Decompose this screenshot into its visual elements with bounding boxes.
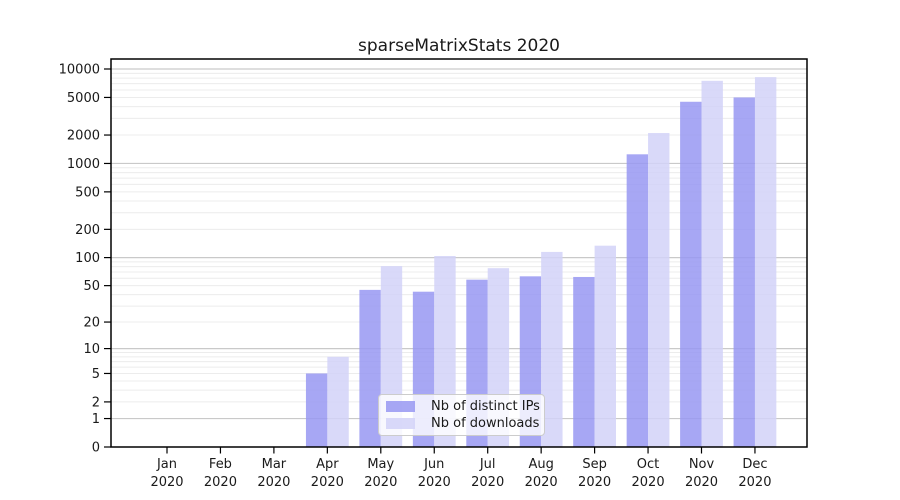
x-tick-label-year: 2020	[578, 475, 611, 490]
y-tick-label: 0	[92, 441, 100, 456]
x-tick-label-year: 2020	[525, 475, 558, 490]
x-tick-label-year: 2020	[150, 475, 183, 490]
bar-downloads-apr	[327, 356, 349, 447]
y-tick-label: 5000	[67, 91, 100, 106]
y-tick-label: 100	[75, 251, 100, 266]
bar-downloads-nov	[701, 80, 723, 448]
x-tick-label-month: Jul	[479, 457, 496, 472]
chart-title: sparseMatrixStats 2020	[358, 36, 560, 56]
legend-swatch-distinct-ips	[386, 401, 415, 413]
legend-label-downloads: Nb of downloads	[431, 415, 540, 431]
bar-downloads-sep	[594, 245, 616, 447]
x-tick-label-year: 2020	[257, 475, 290, 490]
y-tick-label: 5	[92, 367, 100, 382]
x-tick-label-year: 2020	[685, 475, 718, 490]
plot-frame	[110, 58, 808, 448]
y-tick-label: 10000	[59, 63, 100, 78]
x-tick-label-month: Sep	[582, 457, 607, 472]
x-tick-label-month: Nov	[689, 457, 715, 472]
bar-distinct-ips-apr	[305, 373, 328, 447]
x-tick-label-month: Feb	[209, 457, 232, 472]
bar-downloads-aug	[541, 251, 563, 447]
y-tick-label: 1	[92, 412, 100, 427]
legend-swatch-downloads	[386, 417, 415, 429]
y-tick-label: 20	[83, 316, 100, 331]
y-tick-label: 2000	[67, 129, 100, 144]
y-tick-label: 10	[83, 342, 100, 357]
x-tick-label-month: Apr	[316, 457, 339, 472]
x-tick-label-year: 2020	[471, 475, 504, 490]
y-tick-label: 50	[83, 279, 100, 294]
bar-distinct-ips-nov	[680, 101, 702, 447]
x-tick-label-year: 2020	[738, 475, 771, 490]
bar-downloads-dec	[754, 77, 777, 447]
y-tick-label: 2	[92, 395, 100, 410]
y-tick-label: 200	[75, 223, 100, 238]
x-tick-label-month: Dec	[742, 457, 767, 472]
x-tick-label-year: 2020	[311, 475, 344, 490]
x-tick-label-month: May	[367, 457, 394, 472]
legend-item-downloads: Nb of downloads	[386, 415, 540, 431]
x-tick-label-year: 2020	[418, 475, 451, 490]
bar-distinct-ips-oct	[626, 154, 649, 447]
bar-distinct-ips-sep	[573, 276, 595, 447]
x-tick-label-month: Jun	[423, 457, 444, 472]
y-tick-label: 1000	[67, 157, 100, 172]
x-tick-label-year: 2020	[204, 475, 237, 490]
x-tick-label-year: 2020	[364, 475, 397, 490]
bar-distinct-ips-may	[359, 289, 381, 447]
bar-downloads-oct	[648, 133, 670, 447]
x-tick-label-month: Oct	[637, 457, 659, 472]
legend-label-distinct-ips: Nb of distinct IPs	[431, 399, 540, 415]
x-tick-label-month: Mar	[262, 457, 287, 472]
x-tick-label-month: Aug	[528, 457, 553, 472]
bar-distinct-ips-dec	[733, 97, 755, 447]
x-tick-label-year: 2020	[632, 475, 665, 490]
x-tick-label-month: Jan	[156, 457, 177, 472]
y-tick-label: 500	[75, 185, 100, 200]
legend: Nb of distinct IPs Nb of downloads	[378, 394, 545, 436]
legend-item-distinct-ips: Nb of distinct IPs	[386, 399, 540, 415]
